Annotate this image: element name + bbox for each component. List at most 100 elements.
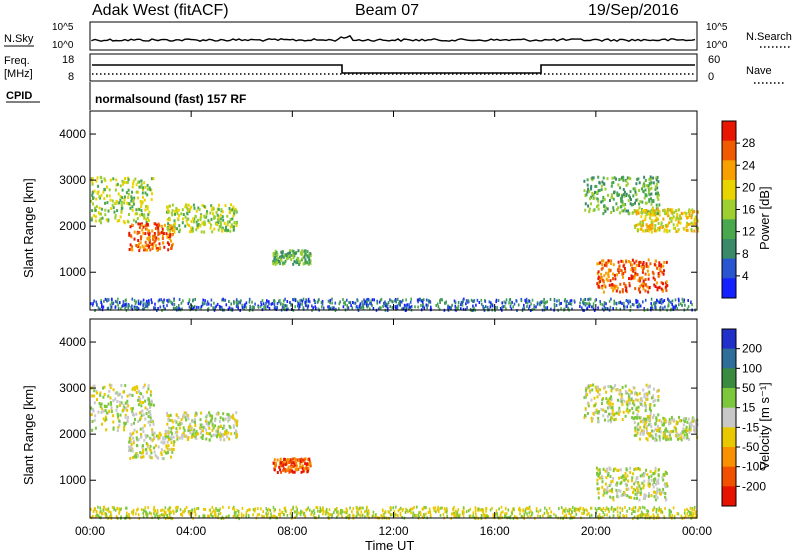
ground-scatter-cell [273,514,275,518]
data-cell [613,467,615,471]
data-cell [119,195,122,199]
data-cell [602,176,605,180]
data-cell [307,255,310,259]
ground-scatter-cell [372,307,375,310]
ground-scatter-cell [487,515,490,518]
data-cell [610,480,613,484]
ground-scatter-cell [363,300,366,303]
ground-scatter-cell [528,505,531,509]
ground-scatter-cell [400,506,402,510]
data-cell [104,213,107,217]
y-tick-label: 4000 [59,127,86,141]
ground-scatter-cell [632,506,635,510]
data-cell [667,214,669,218]
ground-scatter-cell [351,510,353,514]
data-cell [185,219,188,223]
data-cell [651,223,654,227]
ground-scatter-cell [166,298,168,302]
data-cell [100,180,103,184]
ground-scatter-cell [684,303,686,307]
ground-scatter-cell [453,299,456,303]
ground-scatter-cell [292,505,294,509]
data-cell [637,482,640,486]
data-cell [614,417,617,421]
ground-scatter-cell [655,510,658,514]
data-cell [617,268,620,271]
ground-scatter-cell [233,508,236,512]
ground-scatter-cell [429,509,431,513]
ground-scatter-cell [677,297,680,301]
data-cell [639,290,642,294]
ground-scatter-cell [156,509,159,513]
data-cell [664,285,667,289]
data-cell [195,220,198,224]
data-cell [596,282,599,286]
ground-scatter-cell [555,303,558,307]
data-cell [275,251,278,254]
ground-scatter-cell [475,512,477,516]
ground-scatter-cell [474,506,477,510]
ground-scatter-cell [664,507,666,511]
ground-scatter-cell [374,515,377,519]
data-cell [167,210,170,214]
ground-scatter-cell [556,299,558,303]
ground-scatter-cell [336,506,338,510]
ground-scatter-cell [153,306,155,310]
ground-scatter-cell [233,511,236,515]
ground-scatter-cell [99,307,101,311]
data-cell [654,213,657,217]
ground-scatter-cell [603,304,605,308]
ground-scatter-cell [113,507,115,511]
data-cell [659,269,662,273]
data-cell [618,266,621,270]
ground-scatter-cell [163,298,165,302]
ground-scatter-cell [193,306,195,310]
data-cell [609,268,612,272]
ground-scatter-cell [175,506,177,510]
ground-scatter-cell [365,303,368,307]
ground-scatter-cell [469,514,472,518]
data-cell [304,260,307,264]
data-cell [622,188,625,191]
data-cell [637,209,640,213]
ground-scatter-cell [171,517,174,521]
data-cell [193,220,195,224]
data-cell [596,482,599,486]
ground-scatter-cell [642,513,645,517]
data-cell [647,185,650,189]
data-cell [287,465,290,469]
data-cell [152,403,155,407]
data-cell [212,433,215,437]
colorbar-frame [721,328,737,507]
data-cell [646,429,648,433]
data-cell [298,466,301,469]
data-cell [636,273,639,277]
ground-scatter-cell [353,301,355,305]
data-cell [281,461,283,465]
data-cell [637,405,640,409]
data-cell [105,411,108,415]
ground-scatter-cell [454,509,457,513]
data-cell [127,178,130,182]
data-cell [152,234,155,238]
data-cell [139,213,142,217]
ground-scatter-cell [393,512,395,516]
data-cell [628,194,631,198]
data-cell [665,225,668,228]
ground-scatter-cell [167,300,169,304]
data-cell [191,229,194,233]
data-cell [620,400,623,404]
data-cell [602,196,605,199]
data-cell [132,200,135,203]
data-cell [648,226,651,230]
data-cell [634,492,637,496]
data-cell [627,410,630,414]
data-cell [633,210,636,214]
data-cell [608,412,610,416]
data-cell [650,474,653,478]
ground-scatter-cell [496,515,499,519]
ground-scatter-cell [486,305,489,309]
data-cell [122,403,125,407]
ground-scatter-cell [678,303,680,307]
